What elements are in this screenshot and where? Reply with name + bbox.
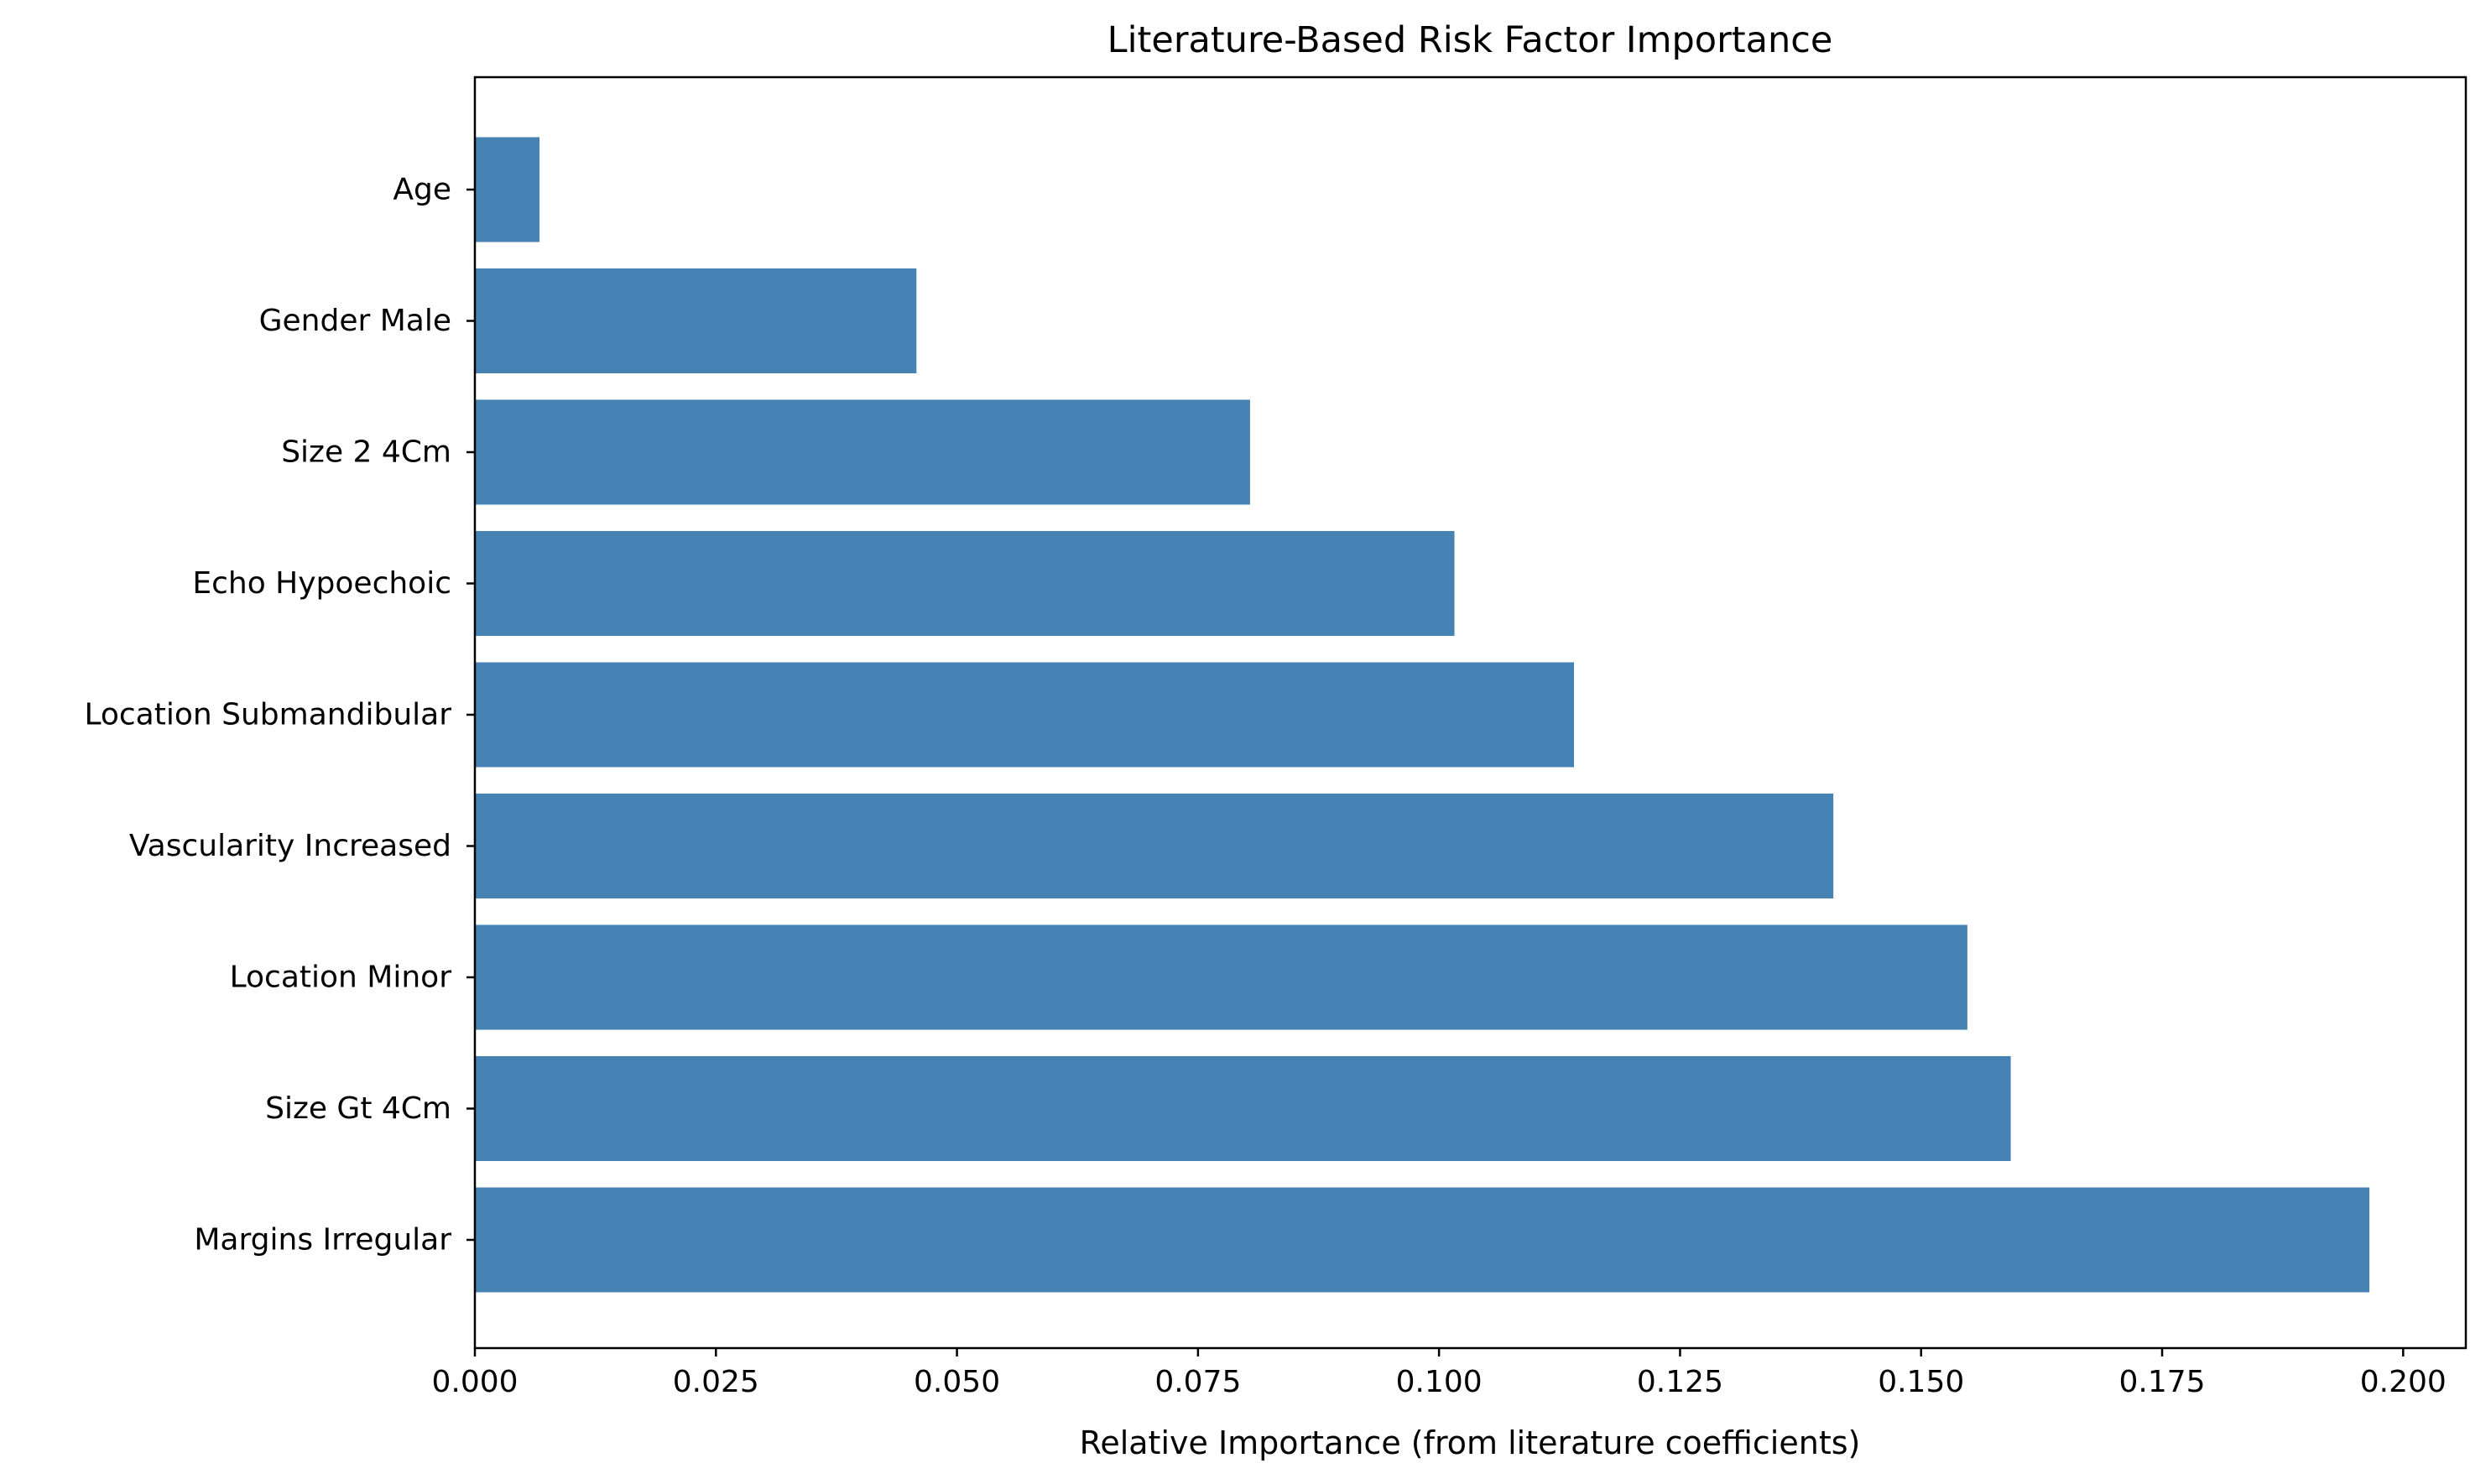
- bar-0: [475, 137, 539, 242]
- x-tick-label-3: 0.075: [1154, 1365, 1241, 1399]
- x-tick-label-7: 0.175: [2118, 1365, 2205, 1399]
- plot-frame: [473, 76, 2468, 1350]
- bar-3: [475, 531, 1455, 636]
- x-tick-label-0: 0.000: [431, 1365, 518, 1399]
- y-tick-label-6: Location Minor: [230, 961, 452, 995]
- y-tick-label-4: Location Submandibular: [84, 698, 451, 732]
- x-axis: 0.000 0.025 0.050 0.075 0.100 0.125 0.150 0.175…: [431, 1348, 2447, 1399]
- x-tick-label-4: 0.100: [1396, 1365, 1483, 1399]
- y-tick-label-0: Age: [393, 173, 451, 207]
- y-tick-label-5: Vascularity Increased: [129, 829, 451, 863]
- y-axis: Age Gender Male Size 2 4Cm Echo Hypoechoic L…: [84, 173, 475, 1257]
- x-tick-label-5: 0.125: [1637, 1365, 1723, 1399]
- x-tick-label-6: 0.150: [1878, 1365, 1964, 1399]
- x-tick-label-1: 0.025: [673, 1365, 759, 1399]
- bar-1: [475, 268, 917, 373]
- y-tick-label-3: Echo Hypoechoic: [192, 566, 451, 601]
- bar-7: [475, 1056, 2011, 1161]
- y-tick-label-2: Size 2 4Cm: [281, 435, 451, 470]
- bar-4: [475, 662, 1575, 768]
- x-tick-label-2: 0.050: [914, 1365, 1000, 1399]
- bar-2: [475, 399, 1250, 505]
- y-tick-label-1: Gender Male: [259, 304, 451, 338]
- x-axis-label: Relative Importance (from literature coe…: [1080, 1424, 1861, 1461]
- x-tick-label-8: 0.200: [2360, 1365, 2447, 1399]
- bar-8: [475, 1187, 2370, 1293]
- y-tick-label-8: Margins Irregular: [194, 1223, 451, 1257]
- bar-5: [475, 794, 1834, 898]
- chart-title: Literature-Based Risk Factor Importance: [1107, 19, 1833, 61]
- bars-group: [475, 137, 2370, 1293]
- y-tick-label-7: Size Gt 4Cm: [265, 1091, 451, 1126]
- bar-6: [475, 924, 1967, 1030]
